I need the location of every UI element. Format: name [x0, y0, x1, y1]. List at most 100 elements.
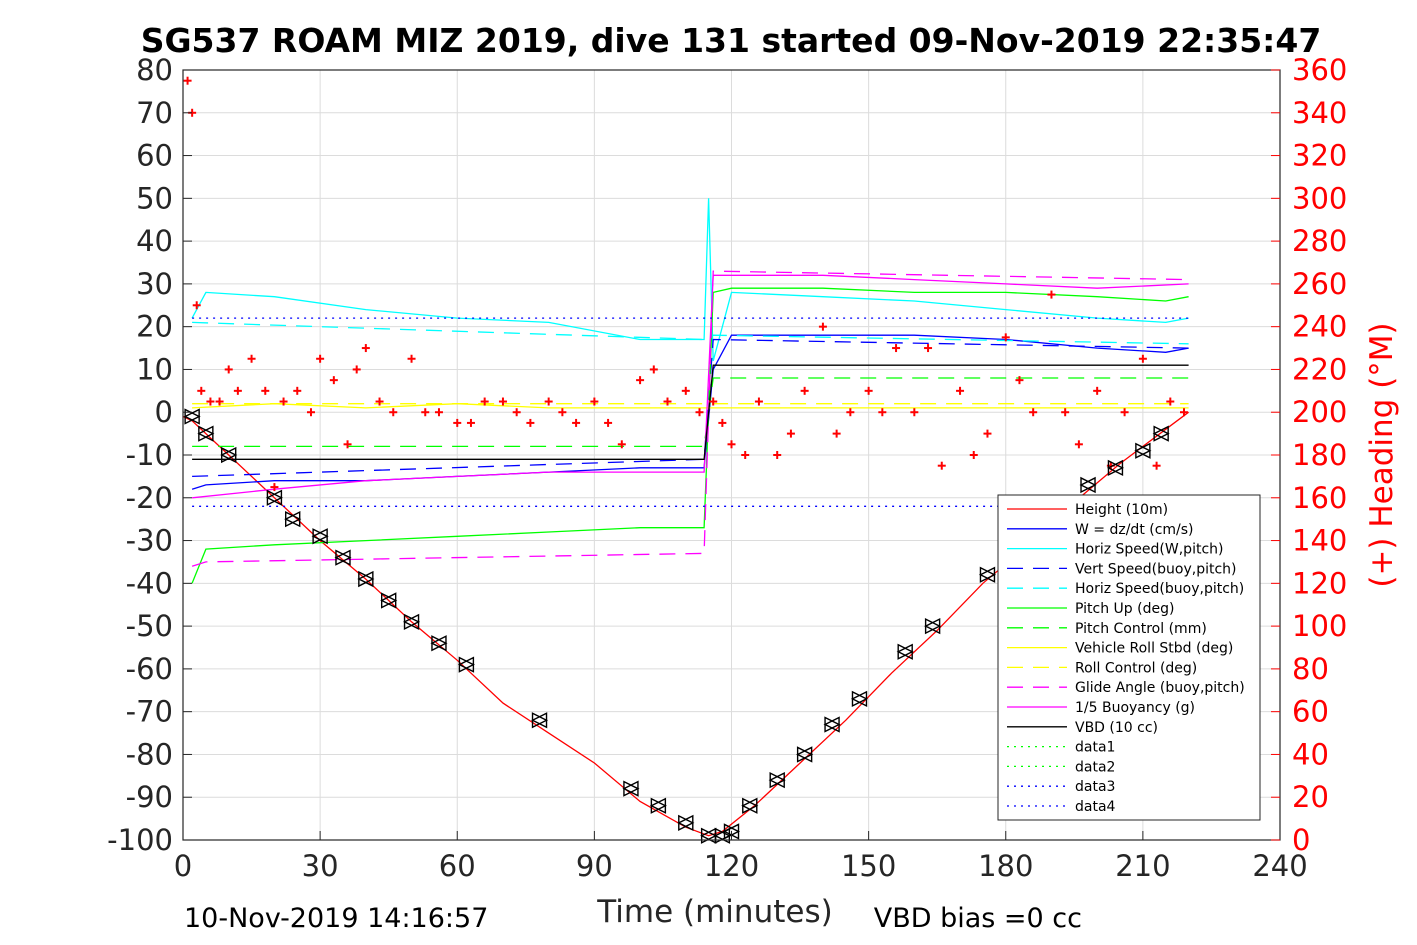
x-tick-label: 210: [1115, 849, 1170, 883]
heading-point: [558, 408, 567, 417]
heading-point: [375, 397, 384, 406]
heading-point: [727, 440, 736, 449]
y-tick-label: 40: [136, 224, 173, 258]
dive-marker: [357, 570, 375, 588]
dive-marker-right: [266, 489, 283, 506]
heading-point: [786, 429, 795, 438]
heading-point: [192, 301, 201, 310]
heading-point: [316, 354, 325, 363]
legend-label: Horiz Speed(buoy,pitch): [1075, 581, 1244, 597]
dive-marker-right: [824, 716, 841, 733]
heading-point: [617, 440, 626, 449]
heading-point: [434, 408, 443, 417]
heading-point: [1180, 408, 1189, 417]
dive-marker-right: [742, 797, 759, 814]
dive-marker: [850, 690, 869, 707]
y-tick-label: -100: [107, 823, 173, 857]
dive-marker-right: [458, 656, 475, 673]
heading-point: [832, 429, 841, 438]
dive-marker-right: [1135, 442, 1152, 459]
dive-marker: [622, 780, 640, 797]
heading-point: [526, 418, 535, 427]
dive-marker: [430, 635, 448, 652]
heading-point: [1001, 333, 1010, 342]
heading-point: [969, 451, 978, 459]
legend-label: VBD (10 cc): [1075, 720, 1158, 736]
heading-point: [512, 408, 521, 417]
dive-marker-right: [769, 771, 786, 789]
heading-point: [1152, 461, 1161, 470]
y-right-tick-label: 60: [1292, 695, 1329, 729]
y-tick-label: -70: [126, 695, 173, 729]
heading-point: [695, 408, 704, 417]
heading-point: [224, 365, 233, 374]
dive-marker: [768, 771, 786, 789]
dive-marker: [197, 425, 215, 442]
heading-point: [270, 483, 279, 492]
heading-point: [892, 344, 901, 353]
dive-marker-right: [700, 827, 718, 844]
x-axis-label: Time (minutes): [596, 894, 832, 930]
y-right-tick-label: 180: [1292, 438, 1347, 472]
y-tick-label: -50: [126, 609, 173, 643]
legend: Height (10m) W = dz/dt (cm/s) Horiz Speed(…: [997, 494, 1261, 821]
x-tick-label: 120: [704, 849, 759, 883]
dive-marker-right: [221, 446, 238, 464]
y-right-tick-label: 280: [1292, 224, 1347, 258]
dive-marker-right: [623, 780, 640, 797]
series-line-4: [192, 321, 1189, 345]
heading-point: [389, 408, 398, 417]
y-tick-label: 60: [136, 139, 173, 173]
dive-marker-right: [924, 617, 942, 635]
dive-marker: [896, 643, 914, 660]
dive-markers: [183, 408, 1170, 844]
heading-point: [498, 397, 507, 406]
y-right-tick-label: 80: [1292, 652, 1329, 686]
heading-point: [352, 365, 361, 374]
heading-point: [636, 376, 645, 385]
dive-marker: [220, 446, 238, 464]
heading-point: [421, 408, 430, 417]
dive-marker-right: [198, 425, 215, 442]
y-right-tick-label: 300: [1292, 181, 1347, 215]
dive-marker: [978, 566, 997, 583]
dive-marker-right: [979, 566, 997, 583]
dive-marker: [823, 716, 841, 733]
y-right-tick-label: 200: [1292, 395, 1347, 429]
heading-point: [590, 397, 599, 406]
heading-point: [1047, 290, 1056, 299]
dive-marker: [741, 797, 759, 814]
heading-point: [293, 386, 302, 395]
legend-label: Glide Angle (buoy,pitch): [1075, 680, 1245, 696]
heading-point: [343, 440, 352, 449]
y-tick-label: 70: [136, 96, 173, 130]
y-tick-label: 20: [136, 310, 173, 344]
dive-marker: [1134, 442, 1152, 459]
heading-point: [878, 408, 887, 417]
dive-marker: [677, 814, 695, 832]
legend-label: Pitch Control (mm): [1075, 621, 1207, 637]
series-line-10: [192, 274, 1189, 499]
heading-markers: [183, 76, 1189, 492]
heading-point: [818, 322, 827, 331]
legend-label: Height (10m): [1075, 502, 1168, 518]
heading-point: [329, 376, 338, 385]
y-right-tick-label: 340: [1292, 96, 1347, 130]
y-tick-label: -60: [126, 652, 173, 686]
series-line-11: [192, 364, 1189, 460]
heading-point: [279, 397, 288, 406]
dive-marker-right: [531, 712, 549, 729]
y-right-tick-label: 100: [1292, 609, 1347, 643]
heading-point: [649, 365, 658, 374]
y-tick-label: 0: [155, 395, 173, 429]
dive-marker-right: [1153, 425, 1170, 442]
legend-label: data3: [1075, 779, 1115, 795]
heading-point: [709, 397, 718, 406]
dive-marker-right: [184, 408, 201, 425]
y-right-tick-label: 320: [1292, 139, 1347, 173]
dive-marker-right: [1080, 476, 1097, 494]
y-right-tick-label: 120: [1292, 566, 1347, 600]
legend-label: Pitch Up (deg): [1075, 601, 1174, 617]
y-right-tick-label: 40: [1292, 737, 1329, 771]
heading-point: [1061, 408, 1070, 417]
